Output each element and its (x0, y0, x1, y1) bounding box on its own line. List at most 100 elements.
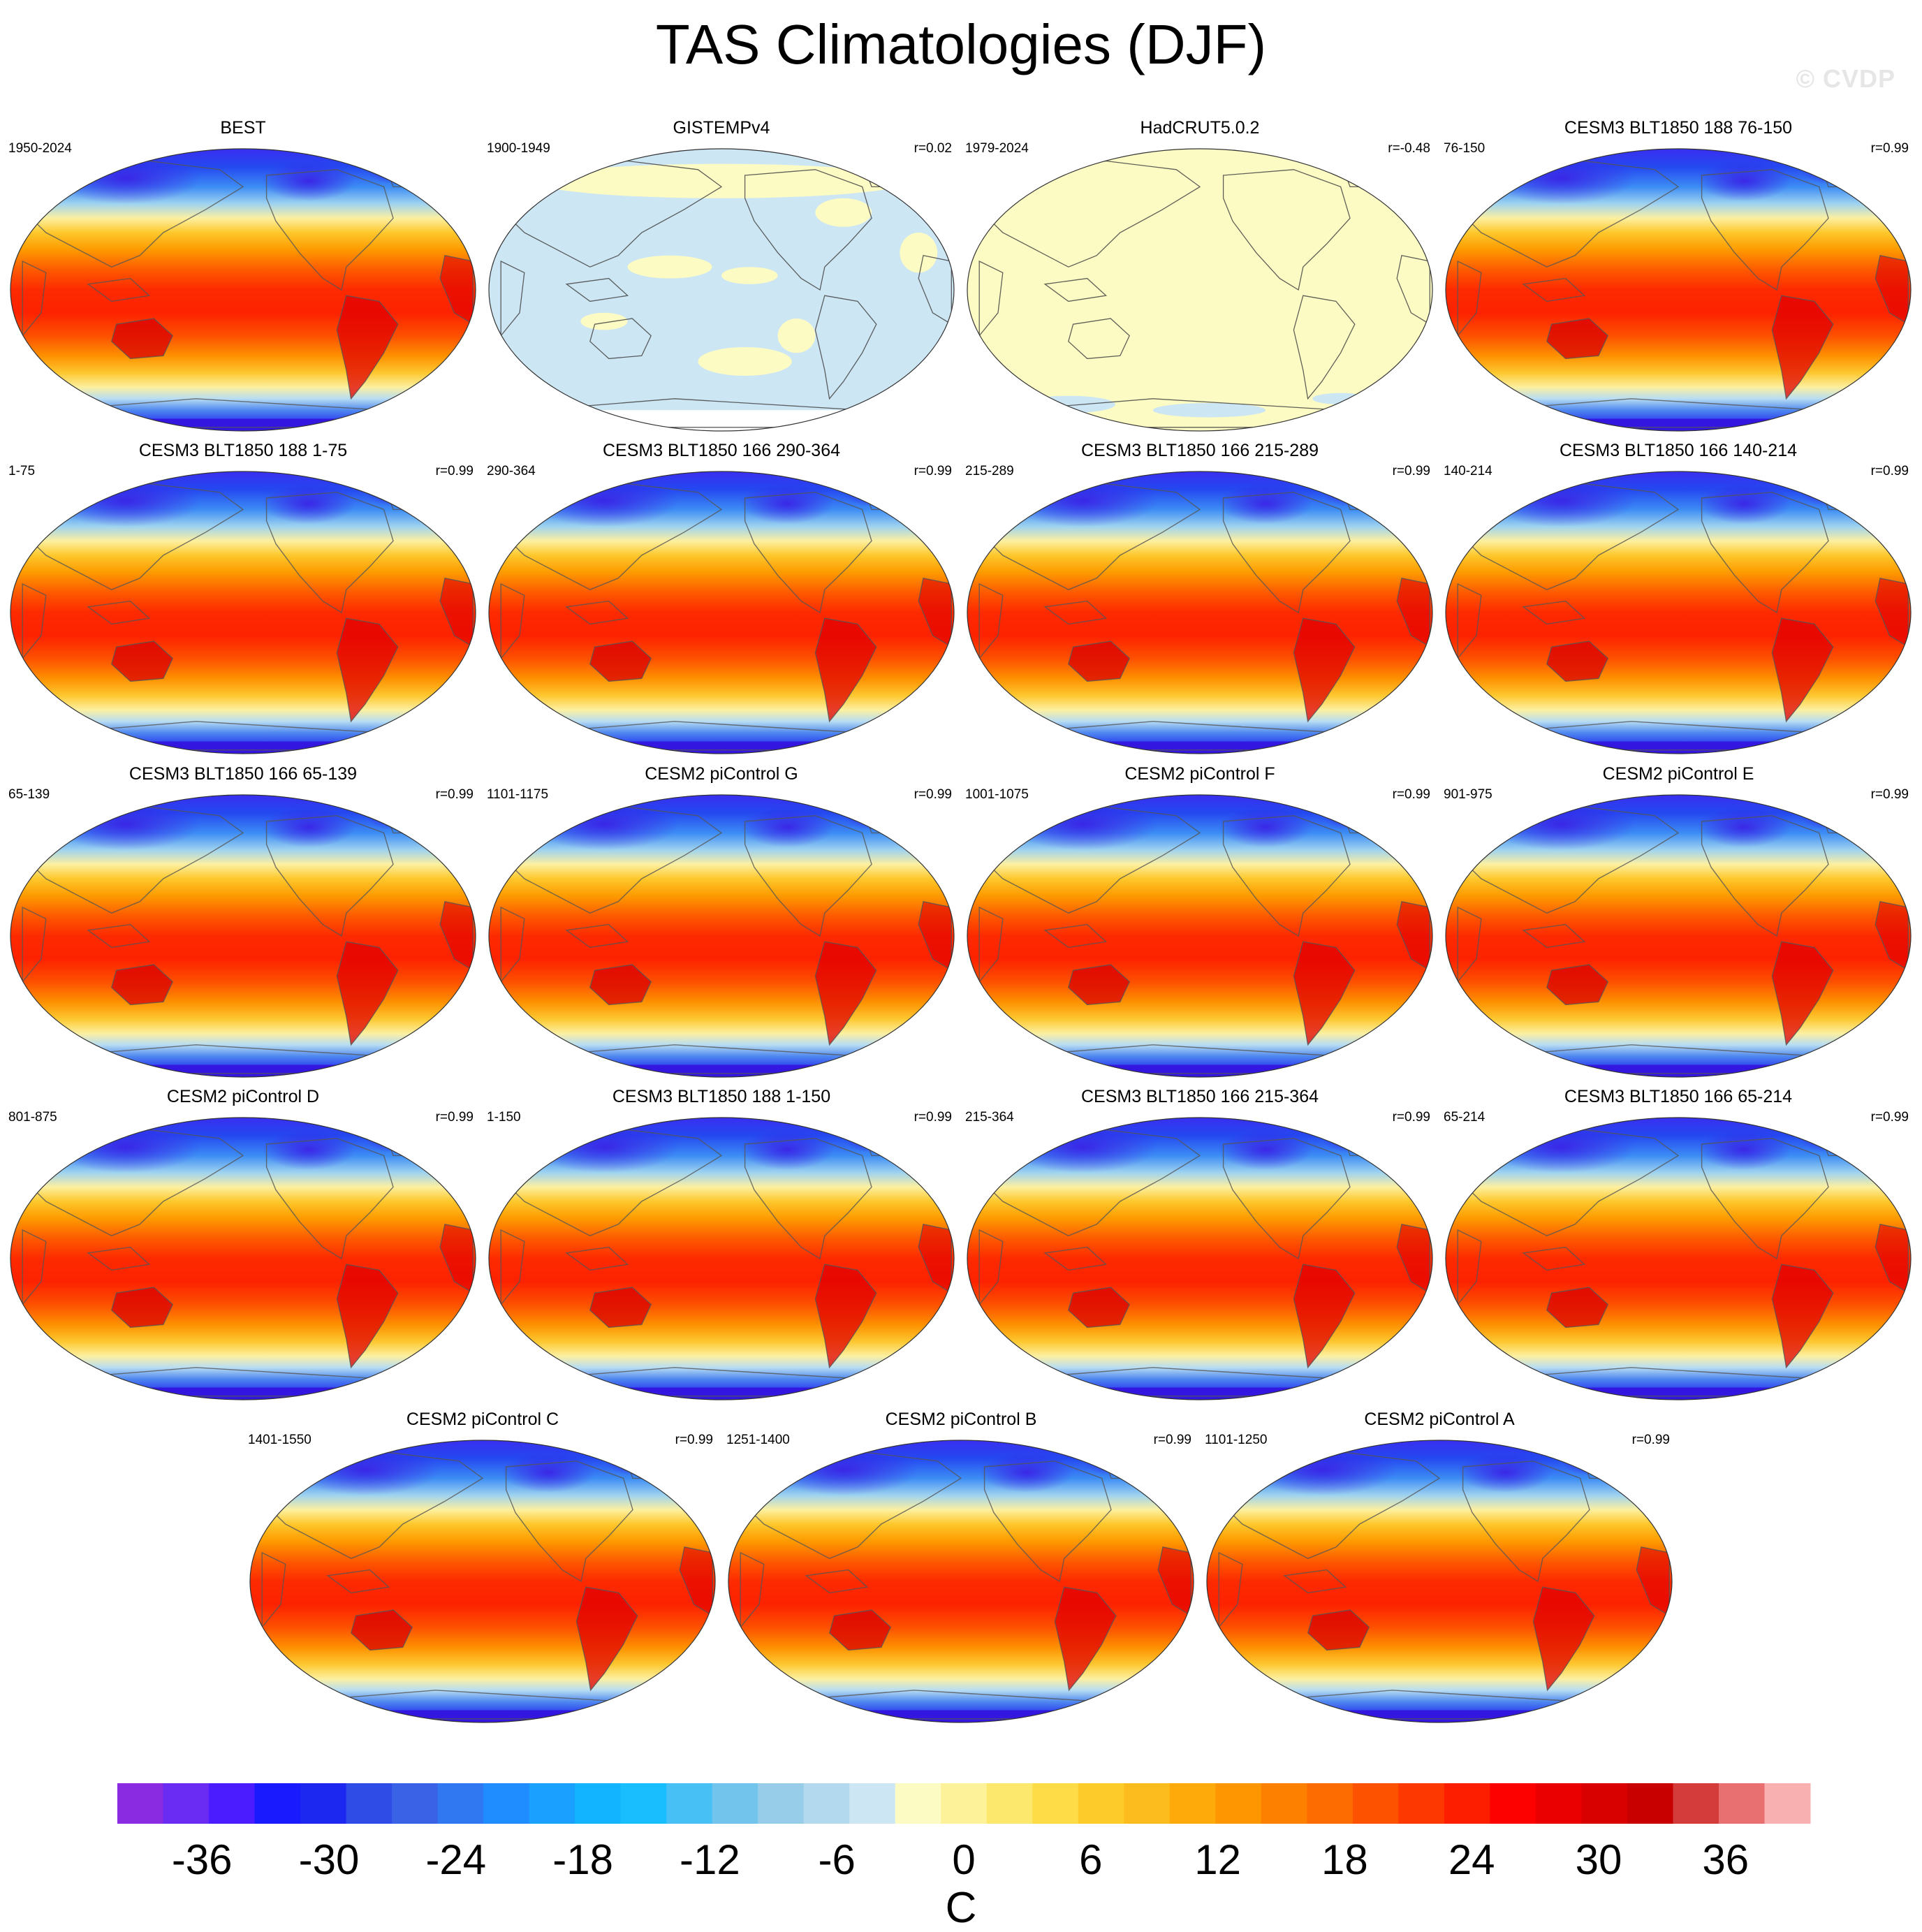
colorbar-swatch (986, 1783, 1033, 1824)
colorbar-swatch (575, 1783, 622, 1824)
panel-correlation-label: r=0.99 (1870, 787, 1909, 802)
colorbar-swatch (346, 1783, 393, 1824)
panel-period-label: 1979-2024 (965, 141, 1029, 156)
colorbar-tick-label: -24 (425, 1836, 486, 1883)
tas-map (1445, 471, 1912, 754)
colorbar-swatch (1764, 1783, 1811, 1824)
map-panel: CESM2 piControl B 1251-1400 r=0.99 (726, 1409, 1196, 1723)
panel-correlation-label: r=0.99 (1153, 1433, 1191, 1447)
panel-correlation-label: r=0.99 (1392, 787, 1430, 802)
panel-period-label: 901-975 (1444, 787, 1492, 802)
map-panel: CESM3 BLT1850 166 215-364 215-364 r=0.99 (965, 1086, 1435, 1400)
map-panel: CESM2 piControl G 1101-1175 r=0.99 (487, 763, 956, 1078)
tas-map (10, 471, 476, 754)
tas-map (488, 794, 955, 1078)
panel-title: CESM3 BLT1850 166 290-364 (602, 441, 841, 460)
panel-period-label: 1950-2024 (8, 141, 72, 156)
panel-title: CESM2 piControl F (1124, 764, 1275, 784)
panel-title: CESM3 BLT1850 188 1-150 (612, 1087, 831, 1106)
panel-correlation-label: r=0.99 (435, 1110, 474, 1125)
panel-period-label: 1251-1400 (726, 1433, 790, 1447)
panel-title: CESM3 BLT1850 188 76-150 (1564, 118, 1793, 138)
colorbar-swatch (849, 1783, 896, 1824)
map-panel: CESM2 piControl A 1101-1250 r=0.99 (1205, 1409, 1674, 1723)
panel-correlation-label: r=0.99 (914, 1110, 952, 1125)
panel-period-label: 1001-1075 (965, 787, 1029, 802)
tas-map (488, 1117, 955, 1400)
panel-period-label: 1900-1949 (487, 141, 550, 156)
colorbar-swatch (941, 1783, 988, 1824)
panel-title: BEST (220, 118, 266, 138)
map-panel: CESM2 piControl C 1401-1550 r=0.99 (248, 1409, 717, 1723)
colorbar-unit-label: C (946, 1884, 977, 1932)
panel-title: GISTEMPv4 (673, 118, 770, 138)
panel-title: CESM3 BLT1850 188 1-75 (138, 441, 348, 460)
colorbar-tick-label: 30 (1576, 1836, 1622, 1883)
colorbar-swatch (1627, 1783, 1673, 1824)
colorbar-tick-label: 24 (1448, 1836, 1495, 1883)
panel-title: CESM2 piControl A (1364, 1410, 1515, 1429)
tas-map (967, 471, 1433, 754)
colorbar-swatch (529, 1783, 575, 1824)
tas-map (967, 1117, 1433, 1400)
colorbar-swatch (392, 1783, 439, 1824)
colorbar-tick-label: -18 (552, 1836, 613, 1883)
map-panel: GISTEMPv4 1900-1949 r=0.02 (487, 117, 956, 432)
panel-correlation-label: r=0.99 (1392, 464, 1430, 478)
map-panel: HadCRUT5.0.2 1979-2024 r=-0.48 (965, 117, 1435, 432)
colorbar-tick-label: -12 (680, 1836, 740, 1883)
tas-map (10, 148, 476, 432)
panel-correlation-label: r=0.02 (914, 141, 952, 156)
chart-title: TAS Climatologies (DJF) (655, 13, 1267, 75)
colorbar-swatch (895, 1783, 941, 1824)
panel-period-label: 65-214 (1444, 1110, 1485, 1125)
panel-period-label: 140-214 (1444, 464, 1492, 478)
tas-map (1445, 148, 1912, 432)
panel-period-label: 1401-1550 (248, 1433, 311, 1447)
colorbar-swatch (620, 1783, 667, 1824)
panel-title: CESM3 BLT1850 166 65-214 (1564, 1087, 1793, 1106)
panel-period-label: 290-364 (487, 464, 536, 478)
panel-period-label: 65-139 (8, 787, 50, 802)
panel-correlation-label: r=0.99 (435, 787, 474, 802)
map-panel: CESM3 BLT1850 166 65-139 65-139 r=0.99 (8, 763, 478, 1078)
colorbar-swatch (163, 1783, 210, 1824)
colorbar-tick-label: 0 (952, 1836, 975, 1883)
colorbar-swatch (1535, 1783, 1582, 1824)
tas-map (249, 1440, 716, 1723)
panel-title: CESM2 piControl C (406, 1410, 559, 1429)
colorbar-swatch (1718, 1783, 1765, 1824)
colorbar-tick-label: 18 (1321, 1836, 1368, 1883)
colorbar-tick-label: -30 (299, 1836, 360, 1883)
colorbar-swatch (1398, 1783, 1445, 1824)
panel-period-label: 215-364 (965, 1110, 1014, 1125)
panel-title: CESM2 piControl E (1602, 764, 1754, 784)
colorbar-swatch (209, 1783, 256, 1824)
panel-period-label: 215-289 (965, 464, 1014, 478)
colorbar-swatch (666, 1783, 713, 1824)
panel-correlation-label: r=0.99 (1870, 141, 1909, 156)
panel-correlation-label: r=0.99 (675, 1433, 713, 1447)
panel-title: CESM2 piControl G (645, 764, 798, 784)
tas-map (967, 148, 1433, 432)
panel-period-label: 76-150 (1444, 141, 1485, 156)
colorbar-tick-label: -6 (819, 1836, 856, 1883)
map-panel: CESM3 BLT1850 188 76-150 76-150 r=0.99 (1444, 117, 1913, 432)
map-panel: CESM3 BLT1850 188 1-75 1-75 r=0.99 (8, 440, 478, 754)
colorbar-swatch (1673, 1783, 1719, 1824)
tas-map (728, 1440, 1194, 1723)
panel-title: HadCRUT5.0.2 (1140, 118, 1260, 138)
tas-map (10, 1117, 476, 1400)
panel-title: CESM3 BLT1850 166 215-364 (1080, 1087, 1319, 1106)
panel-correlation-label: r=0.99 (914, 464, 952, 478)
colorbar-swatch (1215, 1783, 1262, 1824)
panel-title: CESM3 BLT1850 166 65-139 (129, 764, 358, 784)
colorbar-tick-label: 36 (1702, 1836, 1749, 1883)
panel-correlation-label: r=0.99 (914, 787, 952, 802)
panel-correlation-label: r=0.99 (1392, 1110, 1430, 1125)
panel-period-label: 1101-1250 (1205, 1433, 1268, 1447)
colorbar-swatch (758, 1783, 805, 1824)
colorbar-swatch (483, 1783, 530, 1824)
panel-title: CESM3 BLT1850 166 140-214 (1559, 441, 1798, 460)
colorbar-tick-label: -36 (172, 1836, 233, 1883)
